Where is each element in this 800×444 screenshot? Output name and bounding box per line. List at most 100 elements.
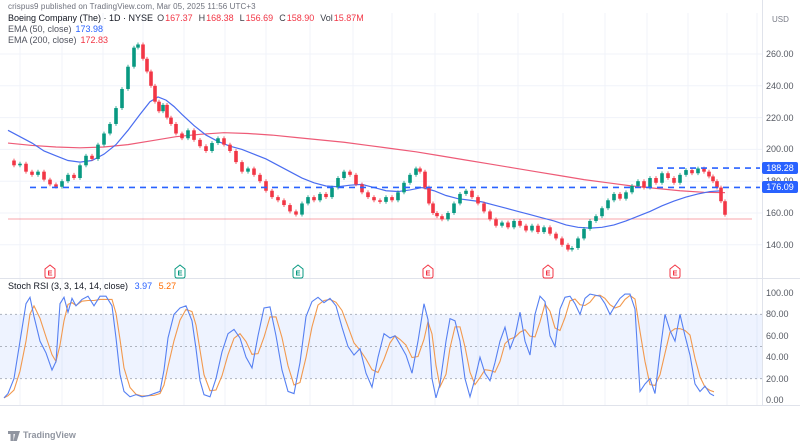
stoch-k-line[interactable] — [3, 293, 715, 399]
ema50-label[interactable]: EMA (50, close) — [8, 24, 72, 34]
candle-down[interactable] — [482, 201, 486, 214]
ema200-label[interactable]: EMA (200, close) — [8, 35, 77, 45]
candle-down[interactable] — [690, 168, 694, 176]
candle-down[interactable] — [566, 242, 570, 252]
candle-up[interactable] — [161, 102, 165, 114]
candle-down[interactable] — [141, 42, 145, 61]
candle-up[interactable] — [512, 219, 516, 230]
candle-down[interactable] — [222, 136, 226, 147]
symbol-title[interactable]: Boeing Company (The) · 1D · NYSE — [8, 13, 154, 23]
candle-up[interactable] — [530, 223, 534, 233]
candle-down[interactable] — [145, 56, 149, 74]
candle-down[interactable] — [372, 195, 376, 203]
candle-down[interactable] — [198, 137, 202, 149]
candle-down[interactable] — [149, 69, 153, 88]
candle-down[interactable] — [228, 142, 232, 153]
candle-down[interactable] — [264, 179, 268, 193]
candle-down[interactable] — [470, 188, 474, 200]
candle-down[interactable] — [276, 195, 280, 203]
candle-up[interactable] — [542, 225, 546, 234]
candle-up[interactable] — [396, 190, 400, 203]
candle-up[interactable] — [458, 192, 462, 206]
candle-up[interactable] — [446, 211, 450, 222]
candle-down[interactable] — [642, 179, 646, 190]
candle-up[interactable] — [630, 184, 634, 195]
candle-down[interactable] — [192, 128, 196, 142]
candle-up[interactable] — [588, 219, 592, 231]
candle-up[interactable] — [464, 188, 468, 196]
candle-down[interactable] — [366, 190, 370, 200]
candle-down[interactable] — [48, 177, 52, 187]
candle-down[interactable] — [282, 198, 286, 207]
candle-up[interactable] — [136, 42, 140, 50]
candle-up[interactable] — [216, 136, 220, 145]
candle-down[interactable] — [24, 161, 28, 174]
candle-down[interactable] — [165, 102, 169, 120]
candle-down[interactable] — [518, 219, 522, 228]
candle-down[interactable] — [723, 199, 727, 217]
candle-down[interactable] — [440, 214, 444, 222]
candle-down[interactable] — [506, 220, 510, 230]
candle-down[interactable] — [618, 192, 622, 201]
candle-down[interactable] — [270, 188, 274, 200]
candle-up[interactable] — [636, 179, 640, 188]
candle-up[interactable] — [414, 166, 418, 177]
candle-down[interactable] — [288, 203, 292, 214]
candle-up[interactable] — [132, 45, 136, 69]
candle-down[interactable] — [42, 169, 46, 182]
candle-down[interactable] — [711, 174, 715, 184]
candle-down[interactable] — [348, 169, 352, 177]
candle-up[interactable] — [120, 87, 124, 110]
candle-down[interactable] — [204, 144, 208, 153]
earnings-marker-miss[interactable]: E — [542, 264, 554, 279]
candle-up[interactable] — [660, 171, 664, 185]
candle-down[interactable] — [418, 166, 422, 174]
candle-down[interactable] — [312, 195, 316, 203]
candle-down[interactable] — [294, 209, 298, 217]
candle-up[interactable] — [36, 169, 40, 177]
candle-down[interactable] — [378, 198, 382, 204]
candle-up[interactable] — [78, 163, 82, 180]
earnings-marker-miss[interactable]: E — [44, 264, 56, 279]
candle-down[interactable] — [427, 185, 431, 206]
candle-down[interactable] — [719, 185, 723, 204]
candle-down[interactable] — [494, 217, 498, 228]
candle-down[interactable] — [390, 195, 394, 203]
candle-down[interactable] — [174, 122, 178, 136]
candle-up[interactable] — [384, 195, 388, 204]
candle-up[interactable] — [600, 206, 604, 219]
candle-up[interactable] — [300, 201, 304, 217]
candle-up[interactable] — [18, 161, 22, 168]
candle-down[interactable] — [536, 223, 540, 234]
candle-down[interactable] — [90, 153, 94, 161]
candle-up[interactable] — [102, 131, 106, 147]
candle-up[interactable] — [452, 201, 456, 215]
candle-down[interactable] — [435, 211, 439, 219]
candle-down[interactable] — [360, 182, 364, 195]
candle-down[interactable] — [666, 171, 670, 180]
candle-up[interactable] — [500, 220, 504, 228]
candle-up[interactable] — [576, 236, 580, 250]
candle-down[interactable] — [423, 169, 427, 190]
candle-down[interactable] — [654, 176, 658, 185]
tradingview-logo[interactable]: TradingView — [8, 429, 76, 441]
candle-down[interactable] — [672, 176, 676, 185]
candle-up[interactable] — [210, 141, 214, 153]
candle-down[interactable] — [431, 201, 435, 215]
earnings-marker-miss[interactable]: E — [669, 264, 681, 279]
ema200-line[interactable] — [7, 132, 726, 194]
candle-up[interactable] — [684, 168, 688, 177]
candle-up[interactable] — [570, 246, 574, 252]
candle-up[interactable] — [612, 192, 616, 203]
candle-up[interactable] — [126, 64, 130, 91]
candle-down[interactable] — [560, 236, 564, 247]
candle-up[interactable] — [186, 128, 190, 141]
stoch-label[interactable]: Stoch RSI (3, 3, 14, 14, close) — [8, 281, 129, 291]
earnings-marker-miss[interactable]: E — [422, 264, 434, 279]
candle-up[interactable] — [342, 169, 346, 180]
candle-up[interactable] — [114, 106, 118, 126]
candle-down[interactable] — [476, 195, 480, 206]
candle-down[interactable] — [548, 225, 552, 236]
candle-up[interactable] — [306, 195, 310, 206]
